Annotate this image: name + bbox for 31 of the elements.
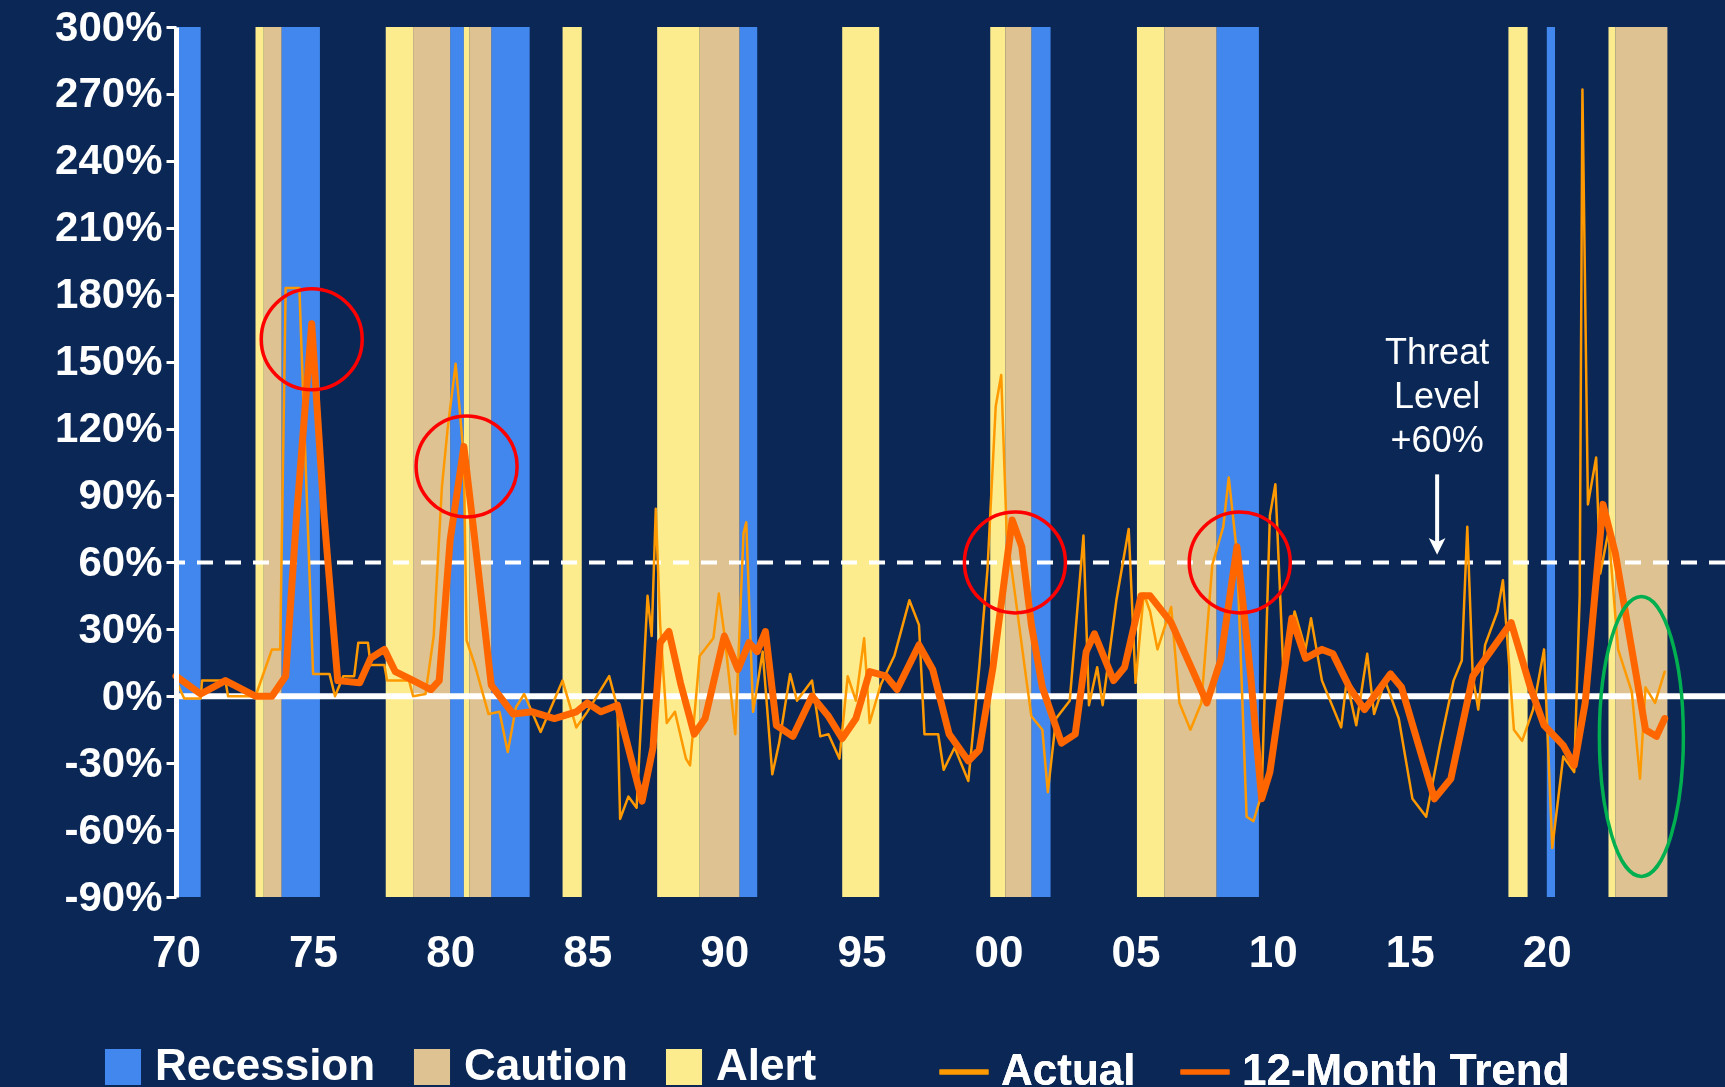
legend-label: Alert xyxy=(716,1040,817,1087)
y-tick-label: 240% xyxy=(55,136,163,184)
annotation: Threat Level +60% xyxy=(1385,331,1490,461)
x-tick-label: 70 xyxy=(152,926,201,976)
y-tick-label: 120% xyxy=(55,404,163,452)
x-tick-label: 10 xyxy=(1248,926,1298,976)
x-tick-label: 95 xyxy=(837,926,887,976)
x-tick-label: 05 xyxy=(1111,926,1161,976)
x-tick-label: 15 xyxy=(1385,926,1435,976)
y-tick-label: 150% xyxy=(55,337,163,385)
y-tick-label: 270% xyxy=(55,69,163,117)
y-tick-label: -60% xyxy=(64,805,163,853)
y-tick-label: 90% xyxy=(78,470,163,518)
x-tick-label: 20 xyxy=(1522,926,1572,976)
x-tick-label: 80 xyxy=(426,926,476,976)
y-tick-label: 180% xyxy=(55,270,163,318)
y-tick-label: 60% xyxy=(78,537,163,585)
y-tick-label: -90% xyxy=(64,872,163,920)
legend-label: Recession xyxy=(155,1040,376,1087)
x-tick-label: 90 xyxy=(700,926,750,976)
y-tick-label: -30% xyxy=(64,738,163,786)
legend-label: Caution xyxy=(464,1040,628,1087)
legend-label: Actual xyxy=(1001,1045,1136,1087)
x-tick-label: 00 xyxy=(974,926,1024,976)
y-tick-label: 300% xyxy=(55,2,163,50)
legend-label: 12-Month Trend xyxy=(1242,1045,1570,1087)
y-tick-label: 210% xyxy=(55,203,163,251)
y-tick-label: 0% xyxy=(101,671,163,719)
y-tick-label: 30% xyxy=(78,604,163,652)
x-tick-label: 75 xyxy=(289,926,339,976)
x-tick-label: 85 xyxy=(563,926,613,976)
